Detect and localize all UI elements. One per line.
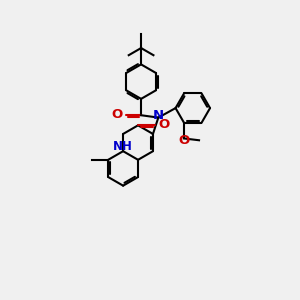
- Text: O: O: [111, 108, 123, 121]
- Text: O: O: [178, 134, 190, 147]
- Text: N: N: [153, 109, 164, 122]
- Text: NH: NH: [112, 140, 133, 153]
- Text: O: O: [158, 118, 169, 131]
